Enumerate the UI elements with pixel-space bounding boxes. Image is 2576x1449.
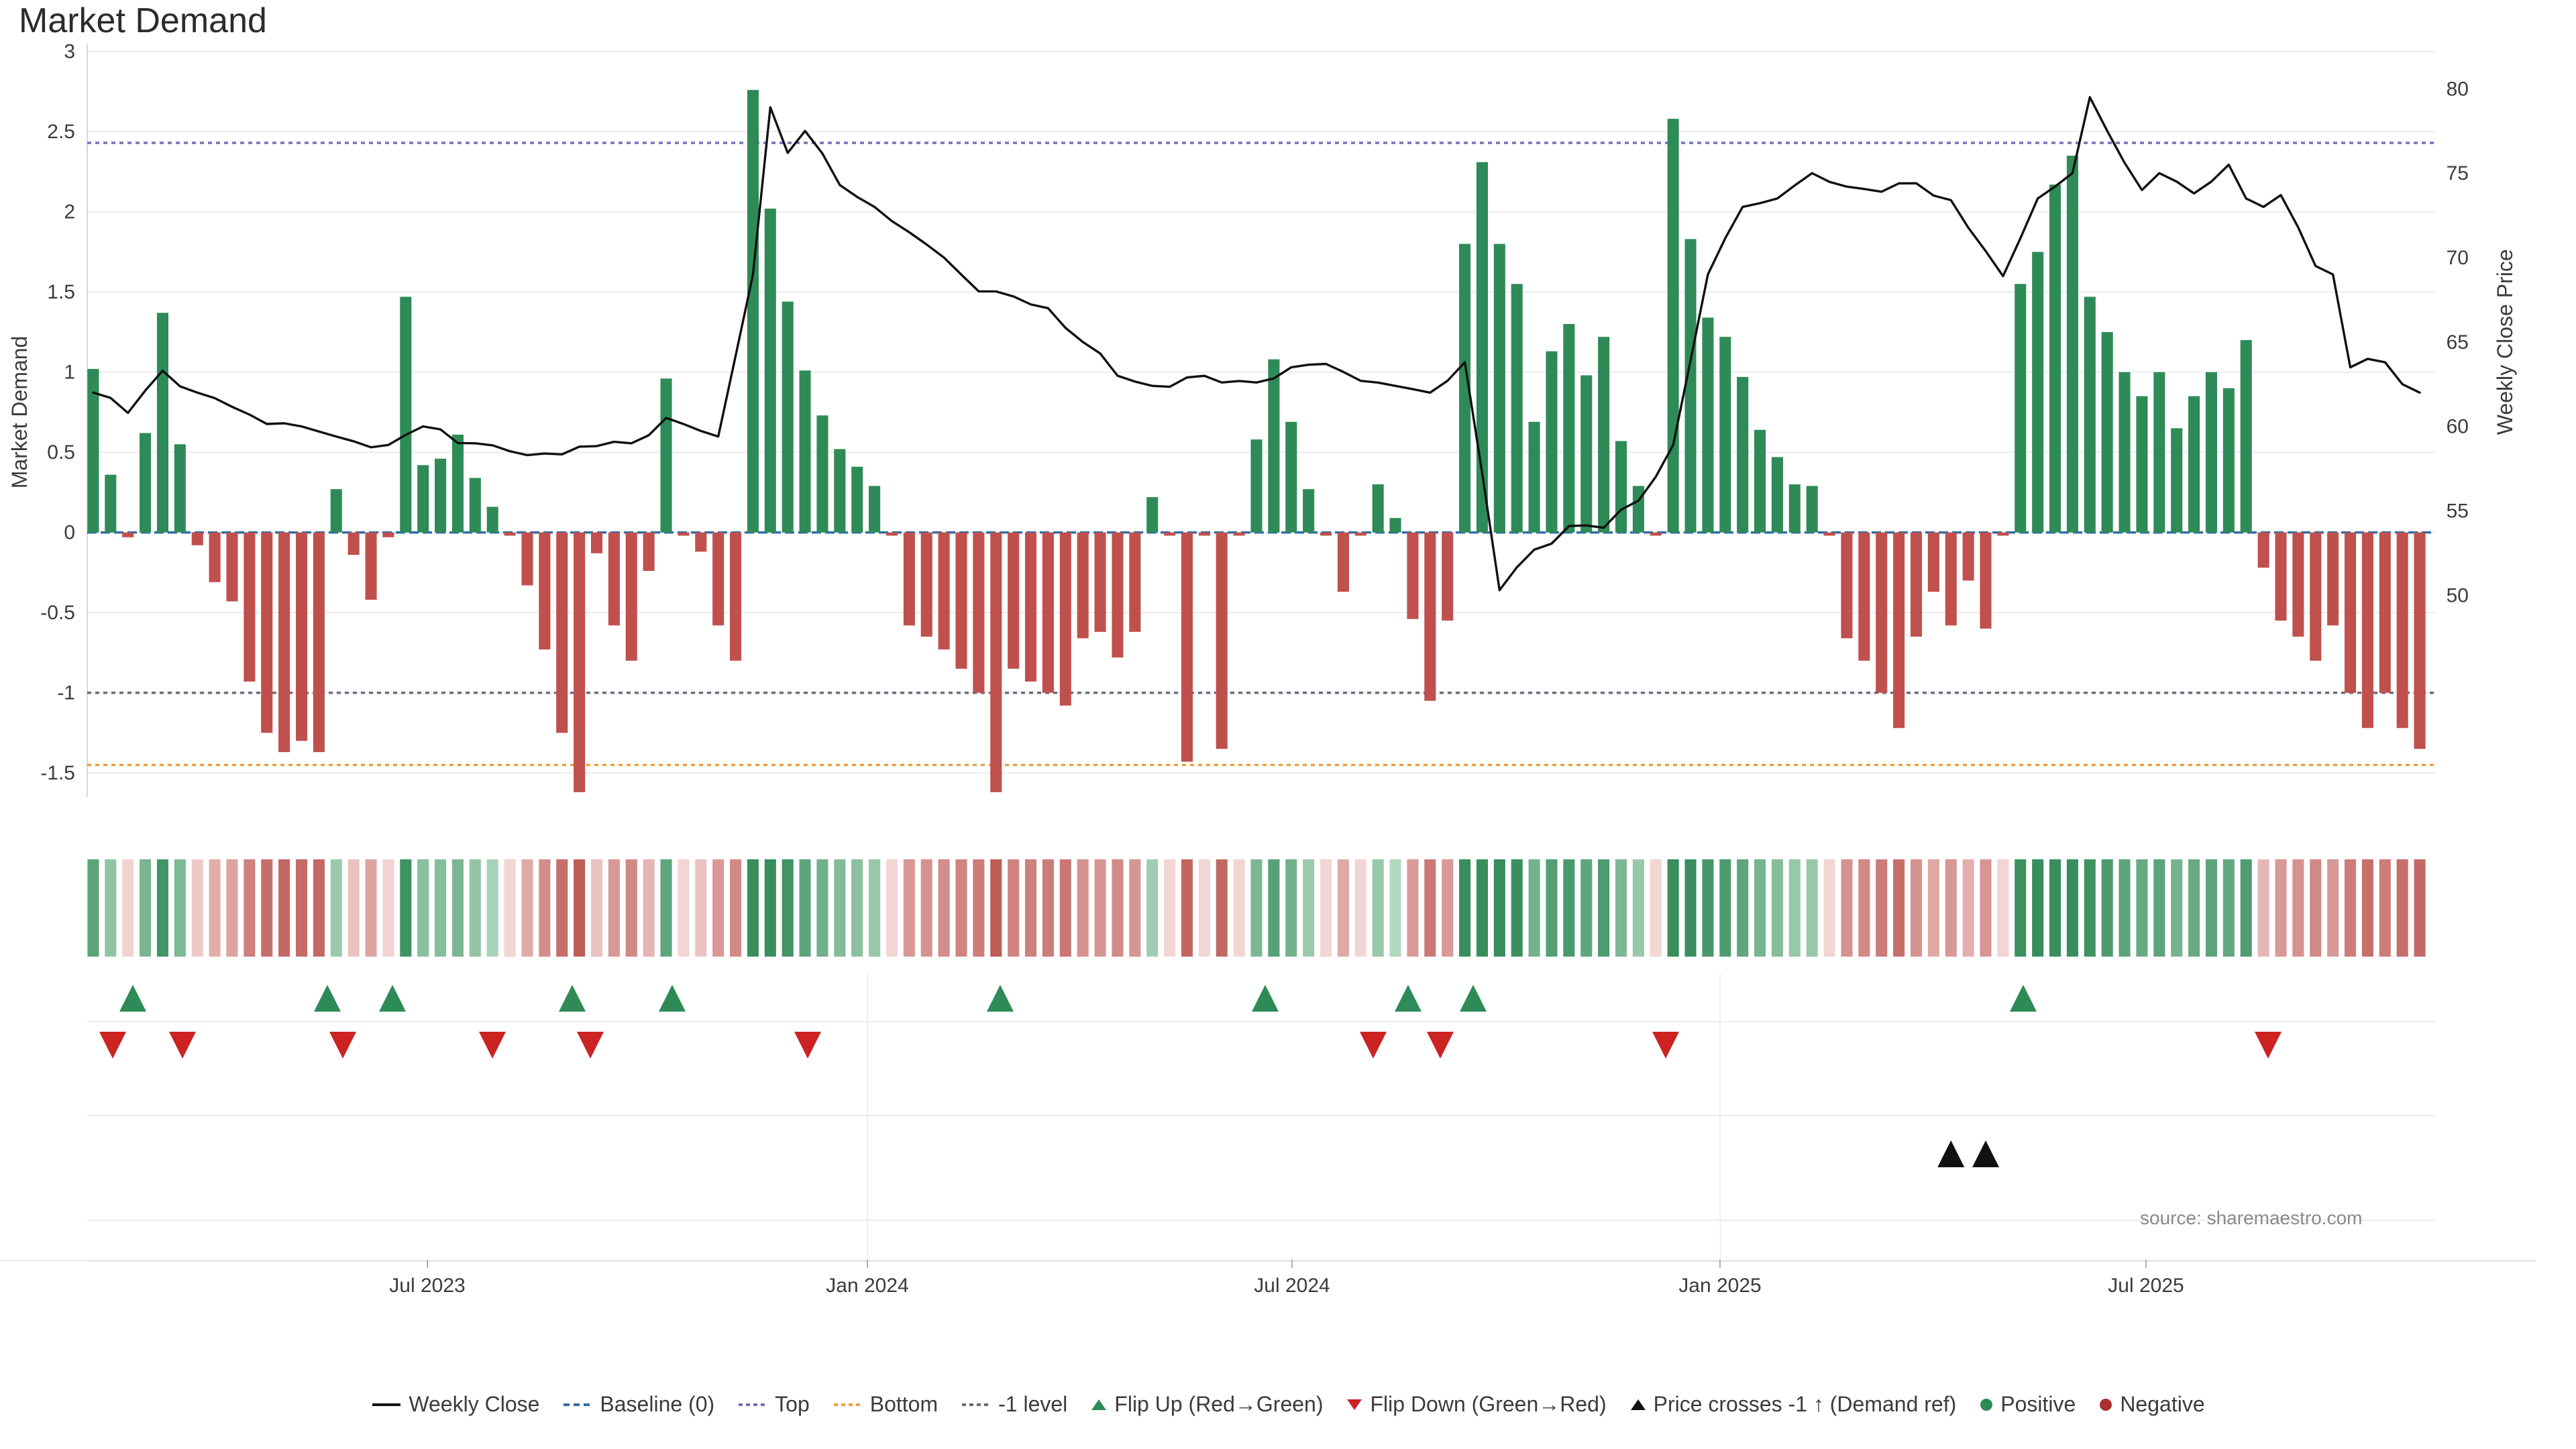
svg-text:Weekly Close Price: Weekly Close Price [2493, 249, 2517, 435]
svg-text:1: 1 [64, 362, 75, 384]
svg-text:0: 0 [64, 522, 75, 544]
svg-text:80: 80 [2447, 78, 2469, 100]
svg-text:55: 55 [2447, 500, 2469, 523]
svg-text:3: 3 [64, 41, 75, 63]
svg-text:2: 2 [64, 201, 75, 223]
svg-text:-0.5: -0.5 [40, 602, 75, 624]
svg-text:2.5: 2.5 [47, 121, 75, 143]
svg-text:65: 65 [2447, 331, 2469, 354]
svg-text:1.5: 1.5 [47, 281, 75, 303]
svg-text:Market Demand: Market Demand [7, 336, 32, 489]
svg-text:Market Demand: Market Demand [19, 1, 267, 40]
svg-text:0.5: 0.5 [47, 441, 75, 464]
svg-text:70: 70 [2447, 247, 2469, 269]
svg-text:75: 75 [2447, 162, 2469, 184]
svg-text:60: 60 [2447, 416, 2469, 438]
svg-text:50: 50 [2447, 584, 2469, 606]
svg-text:-1: -1 [57, 682, 75, 704]
svg-text:-1.5: -1.5 [40, 762, 75, 784]
